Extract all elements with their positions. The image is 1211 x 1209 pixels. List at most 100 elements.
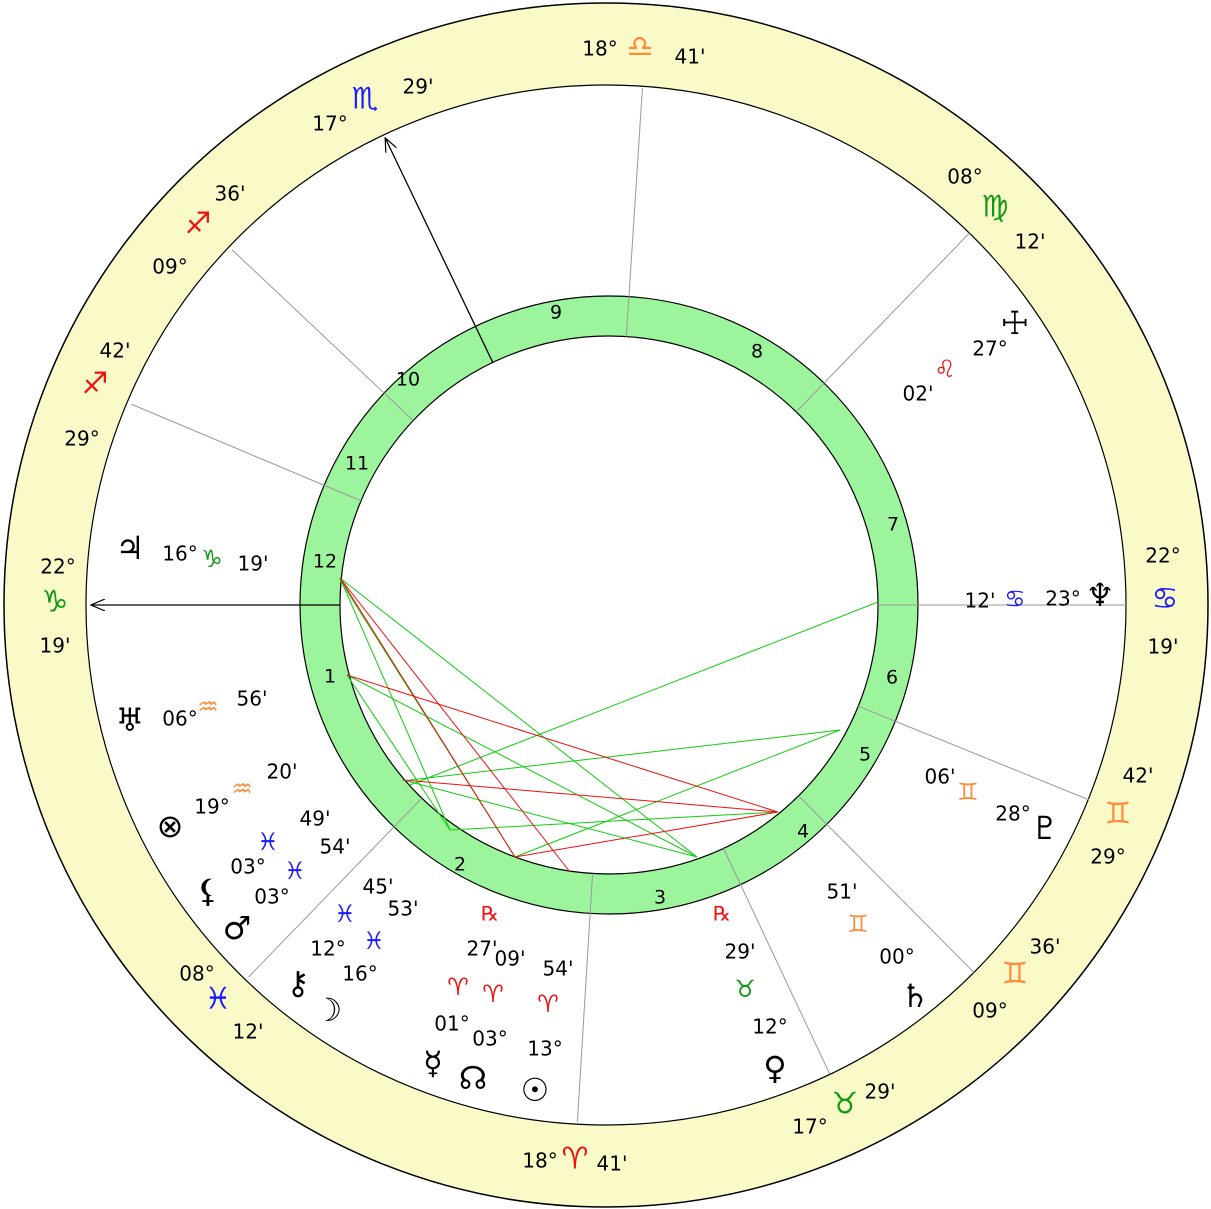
cusp-degree: 08° [947, 165, 982, 189]
cusp-degree: 18° [522, 1149, 557, 1173]
planet-degree: 03° [230, 855, 265, 879]
cusp-sign: ♑ [42, 585, 69, 620]
planet-sign: ♓ [363, 927, 385, 955]
cusp-minutes: 36' [215, 182, 246, 206]
aspect-line [346, 674, 451, 831]
house-number: 6 [886, 667, 898, 689]
planet-degree: 12° [752, 1015, 787, 1039]
planet-sign: ♈ [537, 990, 559, 1018]
cusp-degree: 29° [1090, 845, 1125, 869]
planet-degree: 01° [434, 1012, 469, 1036]
aspect-line [402, 779, 779, 813]
cusp-sign: ♐ [82, 367, 109, 402]
aspect-line [346, 674, 779, 813]
planet-sign: ♓ [284, 857, 306, 885]
planet-sign: ♊ [847, 910, 869, 938]
planet-degree: 19° [194, 795, 229, 819]
planet-minutes: 19' [238, 552, 269, 576]
aspect-line [514, 811, 779, 858]
planet-degree: 03° [254, 885, 289, 909]
cusp-minutes: 41' [675, 45, 706, 69]
aspect-field [339, 335, 879, 875]
planet-glyph: ♂ [223, 909, 252, 947]
planet-glyph: ☊ [459, 1059, 487, 1097]
cusp-sign: ♓ [205, 982, 232, 1017]
planet-glyph: ☿ [423, 1044, 443, 1082]
cusp-minutes: 41' [597, 1152, 628, 1176]
house-cusp-line [231, 249, 414, 421]
planet-degree: 23° [1045, 587, 1080, 611]
planet-minutes: 27' [467, 937, 498, 961]
planet-glyph: ☉ [521, 1071, 550, 1109]
cusp-degree: 17° [312, 112, 347, 136]
planet-minutes: 09' [495, 947, 526, 971]
cusp-degree: 09° [972, 999, 1007, 1023]
planet-minutes: 02' [903, 382, 934, 406]
cusp-sign: ♍ [982, 190, 1009, 225]
cusp-sign: ♐ [185, 207, 212, 242]
house-number: 1 [324, 666, 336, 688]
house-cusp-line [723, 848, 831, 1074]
chart-layer: 18° ♎ 41'17°♏ 29'09°♐36'29°♐42'22°♑19'08°♓1… [40, 30, 1181, 1177]
aspect-line [339, 577, 571, 873]
house-number: 9 [550, 302, 562, 324]
planet-sign: ♈ [482, 980, 504, 1008]
cusp-sign: ♊ [1002, 957, 1029, 992]
planet-glyph: ⊗ [157, 807, 184, 845]
house-cusp-line [131, 403, 362, 502]
house-cusp-line [625, 88, 643, 337]
house-number: 8 [751, 341, 763, 363]
aspect-line [409, 601, 879, 786]
planet-degree: 16° [162, 542, 197, 566]
angle-arrow [385, 138, 494, 363]
planet-sign: ♊ [957, 778, 979, 806]
planet-minutes: 54' [543, 957, 574, 981]
planet-glyph: ♆ [1086, 576, 1115, 614]
aspect-line [449, 811, 779, 831]
planet-degree: 13° [527, 1037, 562, 1061]
planet-sign: ♈ [447, 973, 469, 1001]
planet-sign: ♋ [1004, 585, 1026, 613]
planet-sign: ♌ [934, 355, 956, 383]
cusp-sign: ♊ [1105, 797, 1132, 832]
planet-sign: ♓ [334, 900, 356, 928]
planet-degree: 16° [342, 962, 377, 986]
cusp-minutes: 12' [1015, 230, 1046, 254]
planet-degree: 27° [972, 337, 1007, 361]
planet-minutes: 45' [363, 875, 394, 899]
cusp-degree: 22° [1145, 544, 1180, 568]
cusp-sign: ♏ [352, 82, 379, 117]
cusp-degree: 29° [64, 427, 99, 451]
cusp-degree: 17° [792, 1115, 827, 1139]
house-cusp-line [858, 705, 1090, 801]
cusp-minutes: 19' [40, 634, 71, 658]
cusp-sign: ♉ [832, 1087, 859, 1122]
planet-minutes: 06' [925, 765, 956, 789]
planet-glyph: ☩ [1001, 304, 1030, 342]
cusp-sign: ♎ [627, 30, 654, 65]
planet-sign: ♉ [734, 975, 756, 1003]
retrograde-mark: ℞ [481, 902, 499, 926]
planet-minutes: 56' [237, 687, 268, 711]
cusp-minutes: 12' [233, 1020, 264, 1044]
house-cusp-line [798, 795, 975, 973]
planet-glyph: ♀ [763, 1049, 786, 1087]
house-number: 5 [859, 744, 871, 766]
house-cusp-line [576, 873, 594, 1123]
aspect-line [339, 577, 516, 858]
planet-sign: ♒ [231, 775, 253, 803]
planet-degree: 03° [472, 1027, 507, 1051]
cusp-sign: ♈ [562, 1142, 589, 1177]
planet-minutes: 54' [320, 835, 351, 859]
planet-minutes: 29' [725, 940, 756, 964]
planet-glyph: ♃ [116, 529, 145, 567]
cusp-minutes: 29' [403, 75, 434, 99]
planet-degree: 06° [162, 707, 197, 731]
aspect-line [346, 674, 698, 858]
planet-glyph: ♇ [1031, 809, 1060, 847]
planet-degree: 12° [310, 937, 345, 961]
planet-sign: ♓ [257, 828, 279, 856]
house-number: 11 [345, 453, 369, 475]
retrograde-mark: ℞ [713, 902, 731, 926]
